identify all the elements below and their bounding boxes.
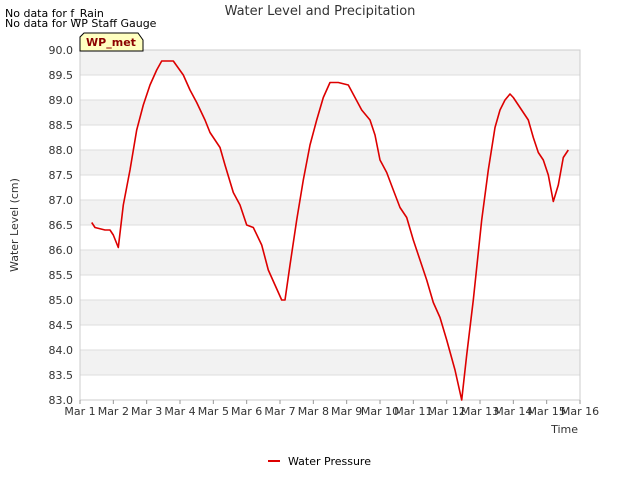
x-tick-label: Mar 3 (131, 405, 162, 418)
y-tick-label: 86.5 (49, 219, 74, 232)
site-badge-label: WP_met (86, 36, 136, 49)
x-tick-label: Mar 15 (528, 405, 566, 418)
site-badge-box (79, 32, 144, 52)
plot-band (80, 125, 580, 150)
x-axis-ticks: Mar 1 Mar 2 Mar 3 Mar 4 Mar 5 Mar 6 Mar 7 Mar 8… (64, 400, 599, 418)
y-tick-label: 89.5 (49, 69, 74, 82)
y-tick-label: 83.0 (49, 394, 74, 407)
x-tick-label: Mar 13 (461, 405, 499, 418)
no-data-notice-rain: No data for f_Rain (5, 7, 104, 20)
y-tick-label: 88.0 (49, 144, 74, 157)
x-tick-label: Mar 7 (264, 405, 295, 418)
plot-band (80, 200, 580, 225)
x-tick-label: Mar 2 (98, 405, 129, 418)
plot-band (80, 250, 580, 275)
plot-band (80, 150, 580, 175)
x-tick-label: Mar 10 (361, 405, 399, 418)
y-tick-label: 86.0 (49, 244, 74, 257)
y-tick-label: 87.0 (49, 194, 74, 207)
water-pressure-line (91, 60, 569, 401)
legend-label: Water Pressure (288, 455, 371, 468)
y-axis-ticks: 83.0 83.5 84.0 84.5 85.0 85.5 86.0 86.5 87.0 87.5… (49, 44, 74, 407)
x-tick-label: Mar 9 (331, 405, 362, 418)
x-tick-label: Mar 6 (231, 405, 262, 418)
x-tick-label: Mar 14 (494, 405, 532, 418)
y-tick-label: 89.0 (49, 94, 74, 107)
plot-background-bands (80, 50, 580, 400)
y-axis-label: Water Level (cm) (8, 178, 21, 272)
y-tick-label: 90.0 (49, 44, 74, 57)
no-data-notice-staff-gauge: No data for WP Staff Gauge (5, 17, 157, 30)
y-tick-label: 85.5 (49, 269, 74, 282)
plot-band (80, 275, 580, 300)
plot-band (80, 225, 580, 250)
plot-band (80, 75, 580, 100)
plot-band (80, 50, 580, 75)
plot-band (80, 100, 580, 125)
x-tick-label: Mar 1 (64, 405, 95, 418)
y-tick-label: 85.0 (49, 294, 74, 307)
x-tick-label: Mar 5 (198, 405, 229, 418)
legend: Water Pressure (268, 455, 371, 468)
x-tick-label: Mar 12 (428, 405, 466, 418)
plot-band (80, 175, 580, 200)
plot-band (80, 375, 580, 400)
chart-title: Water Level and Precipitation (225, 4, 416, 19)
x-tick-label: Mar 11 (394, 405, 432, 418)
plot-band (80, 325, 580, 350)
y-tick-label: 84.5 (49, 319, 74, 332)
y-tick-label: 88.5 (49, 119, 74, 132)
plot-band (80, 350, 580, 375)
x-axis-label: Time (550, 423, 578, 436)
y-tick-label: 84.0 (49, 344, 74, 357)
y-tick-label: 83.5 (49, 369, 74, 382)
x-tick-label: Mar 4 (164, 405, 195, 418)
x-tick-label: Mar 8 (298, 405, 329, 418)
site-badge: WP_met (79, 32, 144, 52)
plot-band (80, 300, 580, 325)
y-tick-label: 87.5 (49, 169, 74, 182)
plot-frame (79, 49, 581, 401)
x-tick-label: Mar 16 (561, 405, 599, 418)
